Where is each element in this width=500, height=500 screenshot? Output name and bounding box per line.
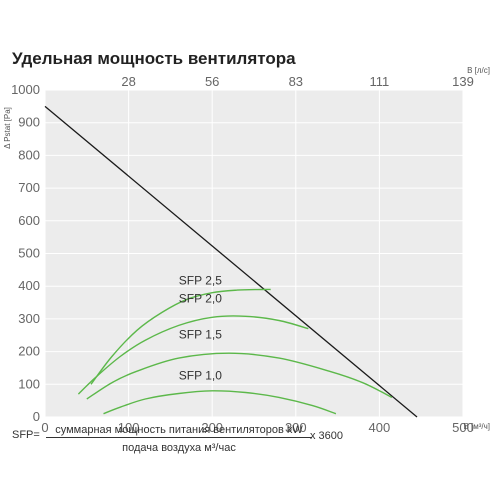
y-tick-label: 200: [18, 344, 40, 359]
x-tick-label: 400: [369, 420, 391, 435]
x2-tick-label: 139: [452, 74, 474, 89]
x2-tick-label: 111: [370, 74, 390, 89]
y-tick-label: 700: [18, 180, 40, 195]
grid-lines: [44, 89, 464, 418]
x-tick-label: 500: [452, 420, 474, 435]
y-tick-label: 1000: [11, 82, 40, 97]
y-tick-label: 300: [18, 311, 40, 326]
y-tick-label: 900: [18, 115, 40, 130]
x-tick-label: 200: [201, 420, 223, 435]
x2-axis-label: В [л/с]: [467, 66, 490, 75]
y-axis-label: Δ Pstat [Pa]: [3, 107, 12, 149]
x2-tick-label: 83: [289, 74, 303, 89]
sfp-curve-label: SFP 2,0: [179, 292, 222, 306]
x-tick-label: 100: [118, 420, 140, 435]
y-tick-label: 100: [18, 376, 40, 391]
x-axis: 0 100 200 300 400 500: [41, 420, 473, 435]
y-tick-label: 0: [33, 409, 40, 424]
series-labels: SFP 2,5 SFP 2,0 SFP 1,5 SFP 1,0: [179, 274, 222, 383]
formula-multiplier: x 3600: [310, 430, 344, 442]
y-tick-label: 400: [18, 278, 40, 293]
sfp-curve-3: [86, 352, 393, 400]
x-tick-label: 300: [285, 420, 307, 435]
y-tick-label: 600: [18, 213, 40, 228]
formula-numerator: суммарная мощность питания вентиляторов …: [46, 424, 312, 438]
formula-denominator: подача воздуха м³/час: [122, 442, 236, 454]
sfp-curve-label: SFP 1,5: [179, 328, 222, 342]
system-curve-line: [44, 105, 418, 418]
curves: [44, 105, 418, 418]
x-axis-label: В [м³/ч]: [463, 422, 490, 431]
sfp-formula: SFP= суммарная мощность питания вентилят…: [12, 424, 492, 464]
x2-axis: 28 56 83 111 139: [121, 74, 473, 89]
y-tick-label: 800: [18, 147, 40, 162]
y-axis: 0 100 200 300 400 500 600 700 800 900 1000: [11, 82, 40, 424]
chart-title: Удельная мощность вентилятора: [12, 49, 296, 68]
x2-tick-label: 28: [121, 74, 135, 89]
sfp-curve-4: [103, 390, 337, 415]
x2-tick-label: 56: [205, 74, 219, 89]
sfp-curve-label: SFP 2,5: [179, 274, 222, 288]
sfp-curve-1: [90, 288, 271, 385]
x-tick-label: 0: [41, 420, 48, 435]
sfp-curve-label: SFP 1,0: [179, 368, 222, 382]
sfp-curve-2: [77, 315, 309, 395]
formula-lhs: SFP=: [12, 429, 40, 441]
y-tick-label: 500: [18, 246, 40, 261]
